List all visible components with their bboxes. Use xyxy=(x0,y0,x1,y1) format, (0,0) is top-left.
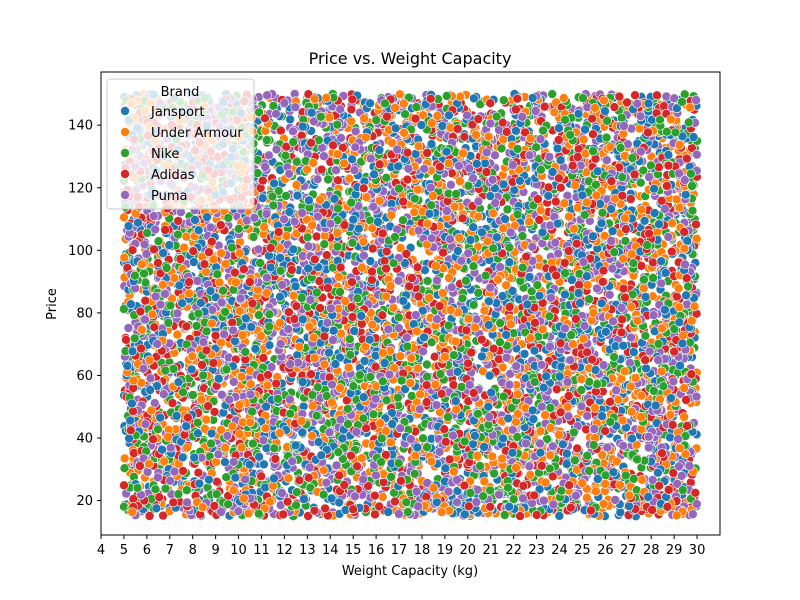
chart-title: Price vs. Weight Capacity xyxy=(309,49,512,68)
scatter-point xyxy=(551,384,562,395)
scatter-point xyxy=(473,211,484,222)
scatter-point xyxy=(212,476,222,487)
scatter-point xyxy=(422,359,432,370)
scatter-point xyxy=(303,511,313,521)
scatter-point xyxy=(637,474,647,485)
scatter-point xyxy=(288,290,299,301)
scatter-point xyxy=(625,194,636,204)
scatter-point xyxy=(634,123,645,134)
scatter-point xyxy=(691,95,701,105)
scatter-point xyxy=(584,294,594,304)
scatter-point xyxy=(395,243,406,253)
scatter-point xyxy=(269,443,280,454)
scatter-point xyxy=(518,481,529,491)
scatter-point xyxy=(535,426,546,437)
scatter-point xyxy=(283,473,294,484)
scatter-point xyxy=(422,276,433,286)
scatter-point xyxy=(502,204,513,215)
scatter-point xyxy=(616,113,627,123)
scatter-point xyxy=(311,231,322,242)
scatter-point xyxy=(601,155,612,165)
scatter-points xyxy=(119,89,702,522)
scatter-point xyxy=(437,288,448,298)
scatter-point xyxy=(660,268,671,278)
scatter-point xyxy=(172,329,183,340)
scatter-point xyxy=(121,334,131,345)
scatter-point xyxy=(179,242,189,253)
scatter-point xyxy=(173,229,183,240)
scatter-point xyxy=(580,124,590,135)
